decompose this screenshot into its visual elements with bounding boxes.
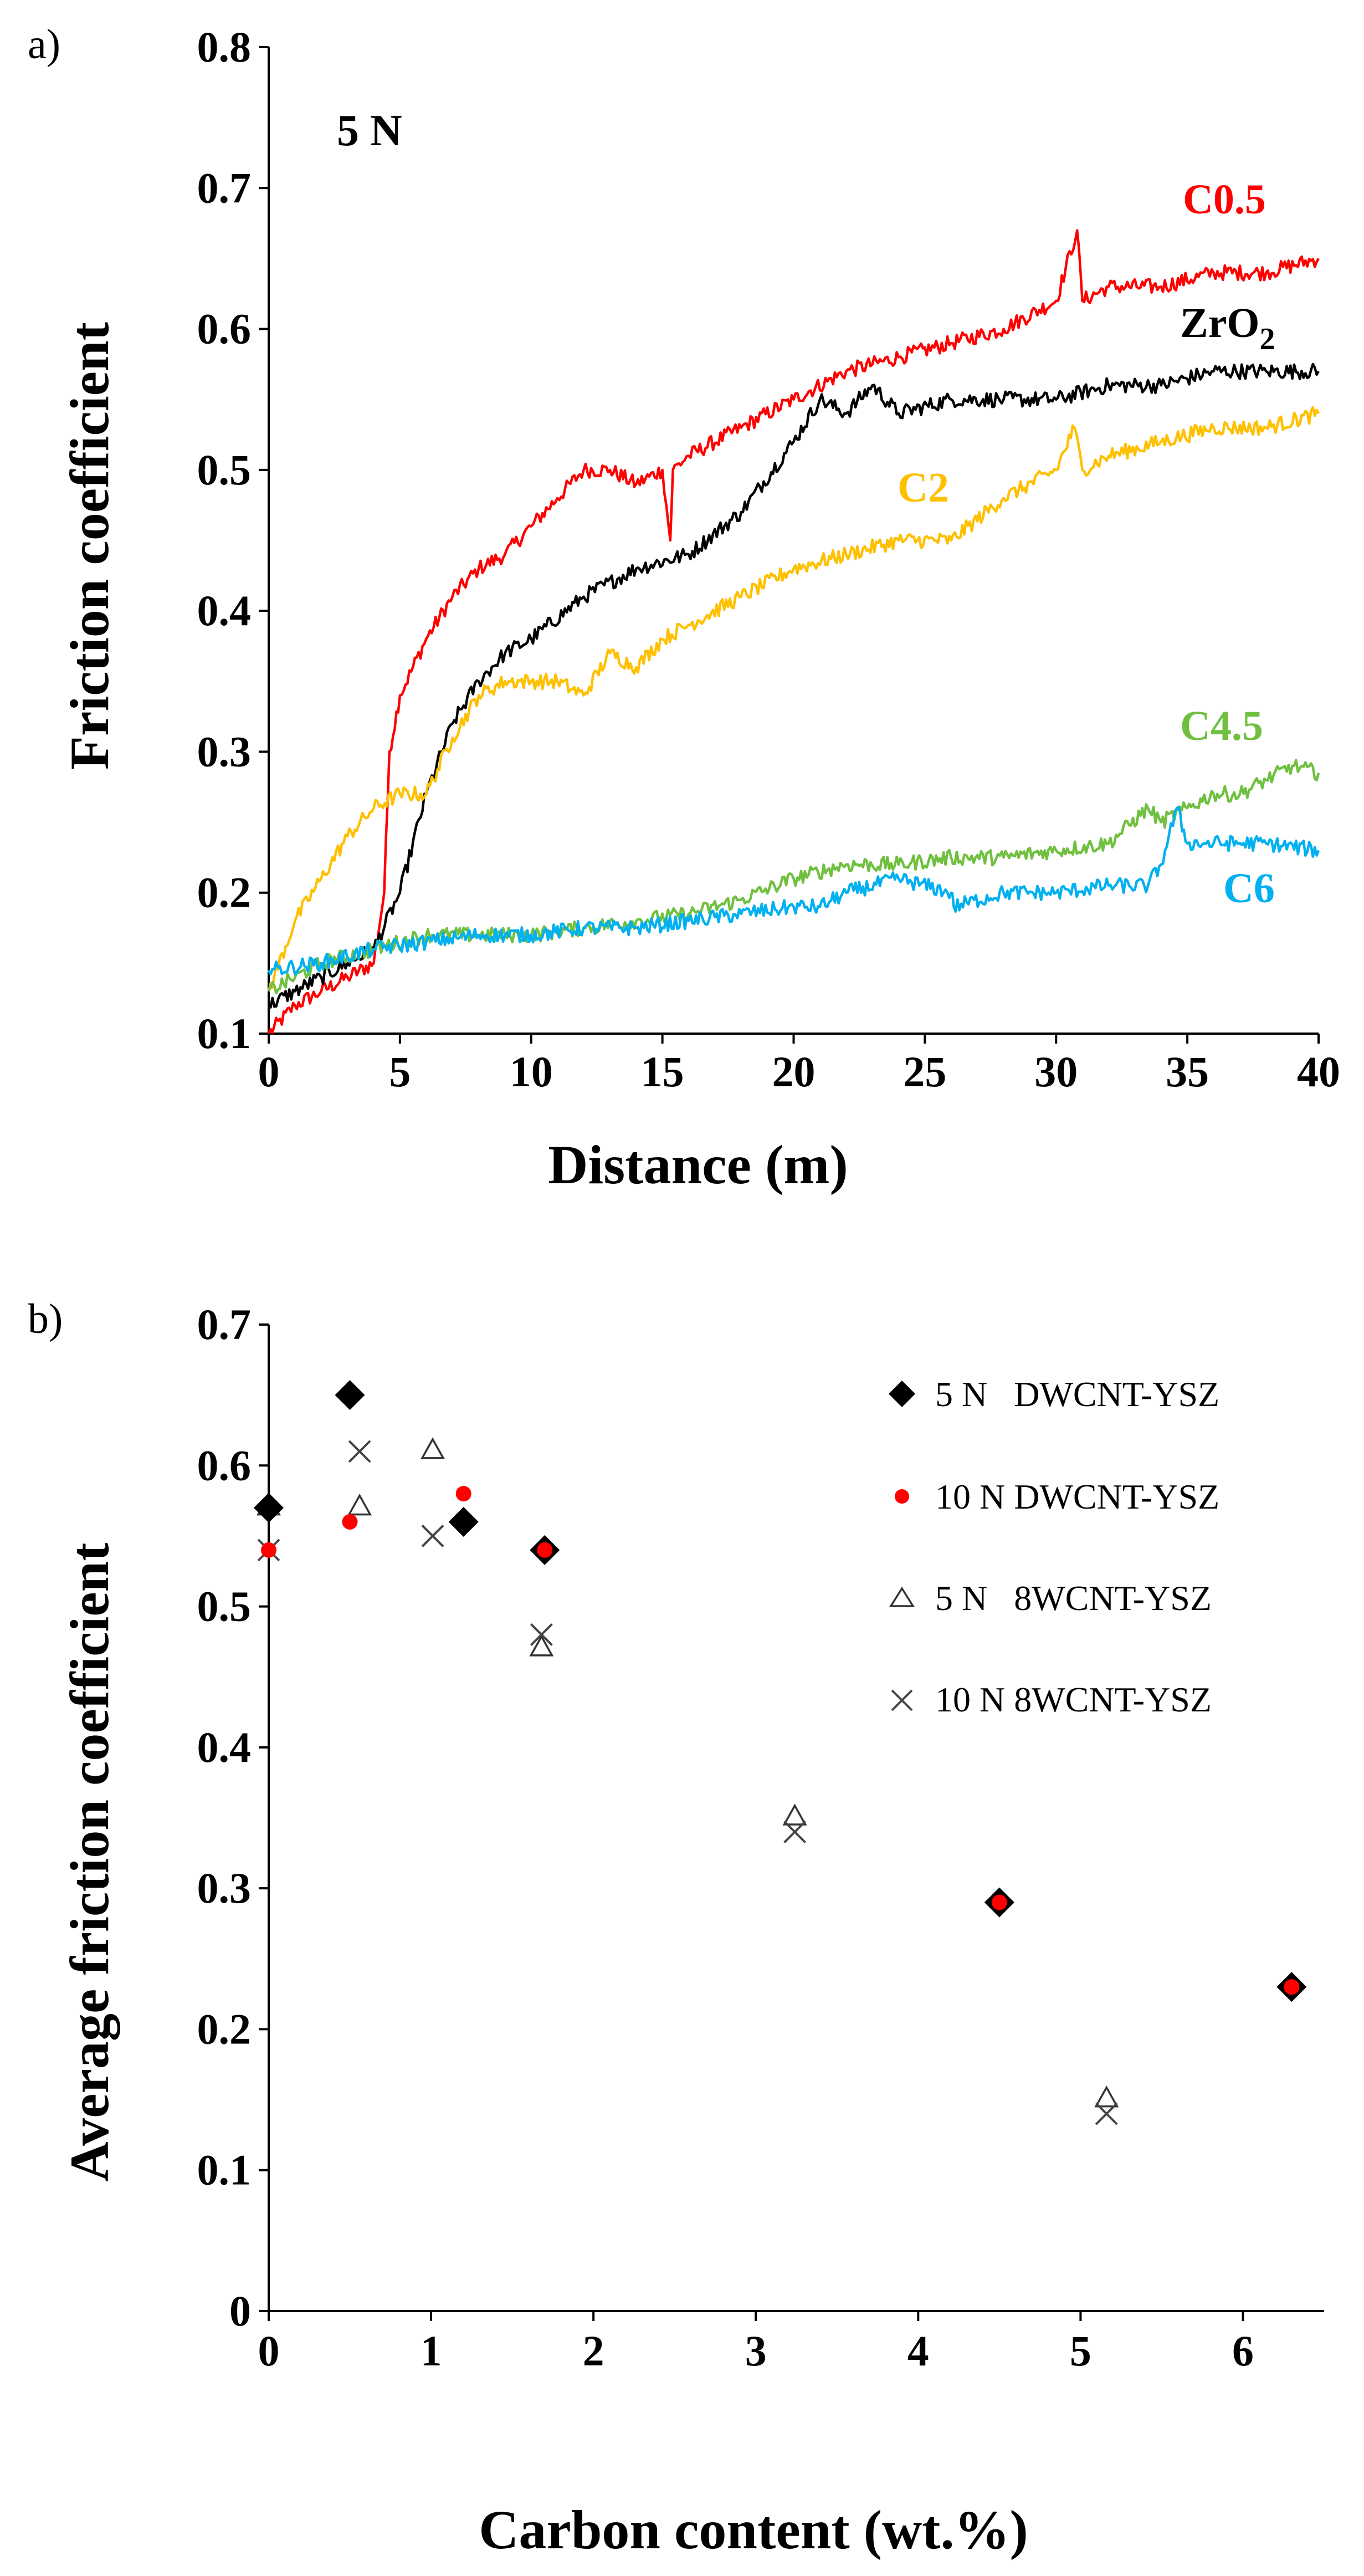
series-label-c05: C0.5 (1183, 176, 1266, 223)
series-line-c05 (267, 229, 1320, 1034)
data-point-diamond (254, 1493, 284, 1523)
x-tick-label: 5 (389, 1047, 411, 1096)
legend-marker-diamond (889, 1381, 915, 1407)
legend: 5 N DWCNT-YSZ 10 N DWCNT-YSZ 5 N 8WCNT-Y… (889, 1374, 1219, 1719)
legend-item-10n-dwcnt: 10 N DWCNT-YSZ (895, 1477, 1219, 1516)
x-tick-label: 4 (907, 2327, 929, 2375)
x-tick-label: 3 (745, 2327, 767, 2375)
y-tick-label: 0.4 (197, 586, 252, 635)
panel-a-label: a) (28, 21, 60, 68)
data-point-cross (530, 1623, 553, 1646)
y-tick-label: 0.2 (197, 2005, 252, 2053)
panel-b-ylabel: Average friction coefficient (59, 1542, 120, 2181)
legend-label: 10 N 8WCNT-YSZ (935, 1680, 1212, 1719)
y-tick-label: 0.5 (197, 446, 252, 494)
x-tick-label: 0 (258, 1047, 280, 1096)
y-tick-label: 0.4 (197, 1723, 252, 1771)
series-label-zro2: ZrO2 (1180, 300, 1275, 356)
data-point-triangle (529, 1634, 554, 1657)
panel-b-xlabel: Carbon content (wt.%) (479, 2499, 1028, 2560)
x-tick-label: 6 (1232, 2327, 1254, 2375)
x-tick-label: 25 (903, 1047, 946, 1096)
y-tick-label: 0.5 (197, 1582, 252, 1631)
legend-item-5n-dwcnt: 5 N DWCNT-YSZ (889, 1374, 1219, 1414)
data-point-triangle (782, 1803, 807, 1826)
y-tick-label: 0.1 (197, 2146, 252, 2194)
panel-b-axes: 0 0.1 0.2 0.3 0.4 0.5 0.6 0.7 0 1 2 3 4 5 6 (197, 1300, 1324, 2375)
y-tick-label: 0.2 (197, 868, 252, 917)
data-point-triangle (421, 1437, 445, 1459)
panel-a: a) 0.1 0.2 0.3 0.4 0.5 0.6 0.7 0.8 0 5 10 15 20 25 30 3… (28, 21, 1340, 1195)
x-tick-label: 40 (1297, 1047, 1340, 1096)
legend-item-10n-8wcnt: 10 N 8WCNT-YSZ (891, 1680, 1212, 1719)
series-line-zro2 (268, 362, 1320, 1009)
x-tick-label: 30 (1034, 1047, 1078, 1096)
series-line-c45 (267, 759, 1320, 995)
legend-label: 10 N DWCNT-YSZ (935, 1477, 1219, 1516)
legend-marker-triangle (889, 1586, 915, 1607)
y-tick-label: 0.7 (197, 163, 252, 212)
series-line-c6 (267, 805, 1320, 976)
y-tick-label: 0.6 (197, 305, 252, 353)
series-label-c2: C2 (898, 464, 949, 511)
x-tick-label: 1 (421, 2327, 442, 2375)
legend-label: 5 N 8WCNT-YSZ (935, 1578, 1212, 1618)
data-point-dot (342, 1514, 358, 1530)
x-tick-label: 20 (772, 1047, 816, 1096)
data-point-cross (421, 1525, 444, 1547)
y-tick-label: 0.3 (197, 1864, 252, 1912)
panel-b-points (254, 1380, 1307, 2125)
data-point-triangle (347, 1493, 372, 1516)
data-point-dot (261, 1542, 276, 1558)
data-point-diamond (335, 1380, 365, 1410)
panel-a-axes: 0.1 0.2 0.3 0.4 0.5 0.6 0.7 0.8 0 5 10 15 20 25 30 35 40 (197, 23, 1341, 1096)
y-tick-label: 0.6 (197, 1441, 252, 1489)
x-tick-label: 0 (258, 2327, 280, 2375)
y-tick-label: 0.3 (197, 727, 252, 775)
panel-b-label: b) (28, 1296, 63, 1342)
y-tick-label: 0 (229, 2287, 251, 2335)
panel-a-series (267, 229, 1320, 1034)
legend-label: 5 N DWCNT-YSZ (935, 1374, 1219, 1414)
x-tick-label: 15 (641, 1047, 684, 1096)
panel-b: b) 0 0.1 0.2 0.3 0.4 0.5 0.6 0.7 0 1 2 3 4 5 6 5 N DWC… (28, 1296, 1324, 2560)
y-tick-label: 0.1 (197, 1009, 252, 1057)
series-label-c45: C4.5 (1180, 703, 1263, 749)
y-tick-label: 0.8 (197, 23, 252, 71)
data-point-cross (783, 1821, 806, 1843)
data-point-dot (1284, 1979, 1300, 1995)
data-point-dot (455, 1486, 471, 1502)
x-tick-label: 5 (1070, 2327, 1091, 2375)
data-point-dot (991, 1894, 1007, 1910)
legend-marker-cross (891, 1689, 913, 1711)
legend-item-5n-8wcnt: 5 N 8WCNT-YSZ (889, 1578, 1212, 1618)
y-tick-label: 0.7 (197, 1300, 252, 1348)
data-point-cross (1095, 2102, 1118, 2125)
panel-a-xlabel: Distance (m) (548, 1134, 848, 1195)
data-point-triangle (1094, 2085, 1119, 2108)
data-point-cross (348, 1440, 371, 1463)
data-point-diamond (448, 1507, 479, 1537)
x-tick-label: 2 (583, 2327, 604, 2375)
legend-marker-dot (895, 1489, 909, 1504)
load-annotation: 5 N (337, 106, 402, 155)
data-point-dot (537, 1542, 553, 1558)
series-label-c6: C6 (1223, 865, 1275, 912)
panel-a-ylabel: Friction coefficient (59, 322, 120, 770)
x-tick-label: 10 (510, 1047, 553, 1096)
x-tick-label: 35 (1166, 1047, 1209, 1096)
series-line-c2 (267, 406, 1320, 992)
